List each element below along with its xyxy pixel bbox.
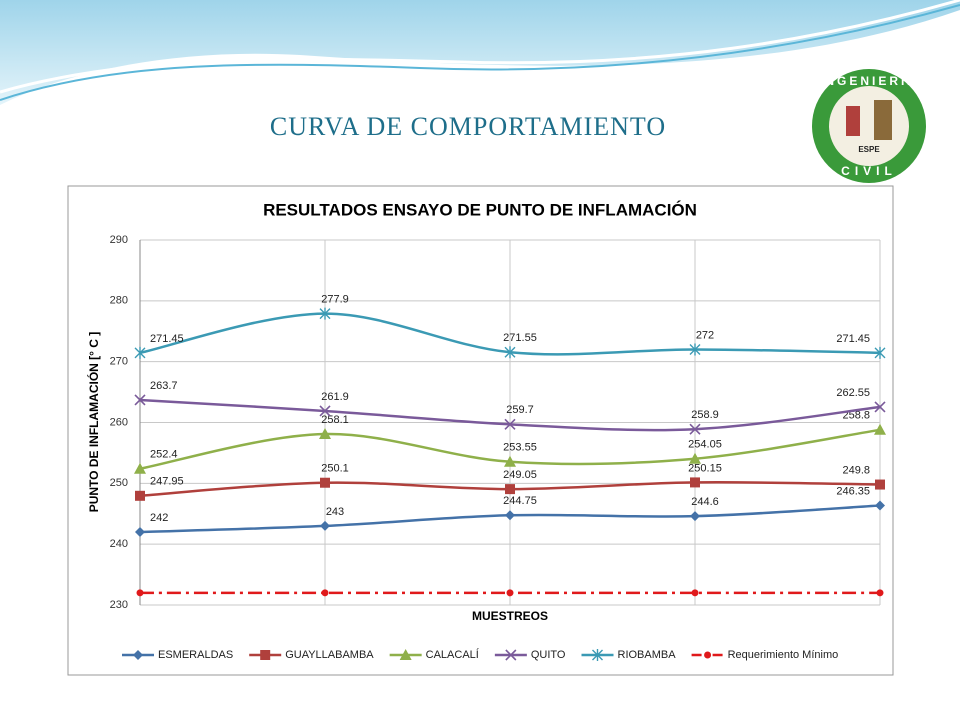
- data-label: 258.8: [842, 410, 870, 422]
- legend-label: GUAYLLABAMBA: [285, 649, 374, 661]
- data-label: 271.45: [836, 333, 870, 345]
- chart-frame: [67, 185, 894, 676]
- legend-item: QUITO: [494, 649, 566, 661]
- data-label: 261.9: [321, 391, 349, 403]
- chart-title: RESULTADOS ENSAYO DE PUNTO DE INFLAMACIÓ…: [263, 200, 697, 219]
- logo-text: ESPE: [858, 145, 880, 154]
- data-label: 244.6: [691, 496, 719, 508]
- data-point: [320, 477, 330, 488]
- x-axis-label: MUESTREOS: [472, 609, 548, 623]
- data-label: 243: [326, 506, 344, 518]
- data-label: 277.9: [321, 294, 349, 306]
- data-point: [690, 477, 700, 488]
- data-label: 244.75: [503, 495, 537, 507]
- data-label: 254.05: [688, 439, 722, 451]
- logo-figure: [846, 106, 860, 136]
- legend-label: ESMERALDAS: [158, 649, 233, 661]
- data-point: [319, 405, 331, 417]
- logo: INGENIERIA ESPE CIVIL: [812, 69, 926, 183]
- legend-item: RIOBAMBA: [581, 649, 677, 661]
- data-label: 242: [150, 512, 168, 524]
- legend-label: QUITO: [531, 649, 566, 661]
- data-point: [506, 589, 514, 597]
- data-point: [874, 401, 886, 413]
- legend-item: ESMERALDAS: [122, 649, 233, 661]
- data-label: 272: [696, 329, 714, 341]
- data-point: [874, 346, 886, 359]
- legend-label: Requerimiento Mínimo: [728, 649, 839, 661]
- data-point: [875, 479, 885, 490]
- legend-marker: [505, 649, 517, 661]
- data-label: 250.15: [688, 462, 722, 474]
- data-point: [504, 346, 516, 359]
- data-point: [505, 510, 515, 521]
- y-tick-label: 260: [110, 416, 128, 428]
- data-label: 249.8: [842, 464, 870, 476]
- data-label: 246.35: [836, 485, 870, 497]
- data-point: [874, 423, 886, 435]
- data-point: [320, 520, 330, 531]
- data-point: [319, 307, 331, 320]
- data-label: 250.1: [321, 463, 349, 475]
- data-point: [690, 511, 700, 522]
- y-tick-label: 230: [110, 599, 128, 611]
- logo-figure: [874, 100, 892, 140]
- legend-item: CALACALÍ: [389, 648, 480, 661]
- data-point: [689, 452, 701, 464]
- y-tick-label: 270: [110, 356, 128, 368]
- data-point: [136, 589, 144, 597]
- data-point: [689, 423, 701, 435]
- data-label: 262.55: [836, 387, 870, 399]
- logo-text: INGENIERIA: [819, 74, 919, 88]
- legend-item: Requerimiento Mínimo: [691, 649, 839, 661]
- data-point: [135, 527, 145, 537]
- header-wave: [0, 0, 960, 105]
- data-label: 249.05: [503, 469, 537, 481]
- legend-label: RIOBAMBA: [618, 649, 677, 661]
- y-tick-label: 280: [110, 295, 128, 307]
- legend-marker: [704, 651, 712, 659]
- data-label: 252.4: [150, 449, 178, 461]
- legend-marker: [260, 650, 271, 660]
- data-point: [135, 490, 145, 501]
- data-point: [319, 428, 331, 440]
- data-point: [875, 500, 885, 511]
- y-tick-label: 250: [110, 477, 128, 489]
- data-label: 258.1: [321, 414, 349, 426]
- legend-item: GUAYLLABAMBA: [249, 649, 374, 661]
- data-label: 271.55: [503, 332, 537, 344]
- header-line: [0, 4, 960, 101]
- y-tick-label: 240: [110, 538, 128, 550]
- data-label: 263.7: [150, 380, 178, 392]
- legend-marker: [133, 650, 143, 660]
- data-point: [689, 343, 701, 356]
- slide-title: CURVA DE COMPORTAMIENTO: [270, 112, 666, 141]
- logo-text: CIVIL: [841, 164, 897, 178]
- legend-marker: [592, 649, 603, 661]
- data-point: [504, 455, 516, 467]
- data-point: [134, 462, 146, 474]
- data-point: [321, 589, 329, 597]
- data-point: [691, 589, 699, 597]
- data-point: [876, 589, 884, 597]
- legend-marker: [399, 649, 412, 660]
- data-point: [134, 394, 146, 406]
- y-axis-label: PUNTO DE INFLAMACIÓN [° C ]: [86, 332, 101, 513]
- data-label: 259.7: [506, 404, 534, 416]
- header-line: [0, 0, 960, 94]
- data-label: 271.45: [150, 333, 184, 345]
- data-label: 258.9: [691, 409, 719, 421]
- data-point: [504, 418, 516, 430]
- data-point: [134, 346, 146, 359]
- data-point: [505, 484, 515, 495]
- data-label: 253.55: [503, 442, 537, 454]
- legend-label: CALACALÍ: [426, 648, 480, 661]
- y-tick-label: 290: [110, 234, 128, 246]
- data-label: 247.95: [150, 476, 184, 488]
